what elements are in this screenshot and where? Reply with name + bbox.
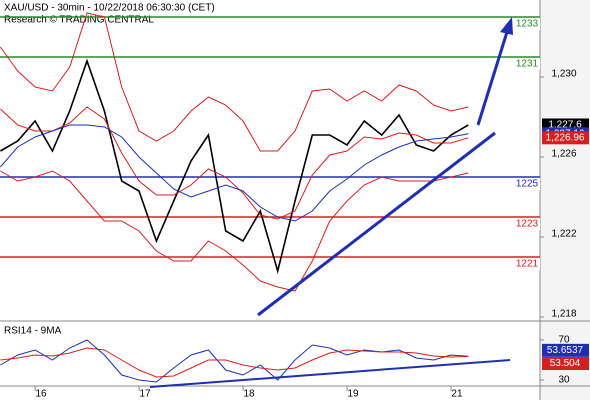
rsi-tick-label: 70 [558, 335, 570, 346]
rsi-tag-label: 53.504 [550, 358, 581, 369]
price-axis-strip [540, 0, 590, 400]
x-tick-label: 17 [139, 389, 151, 400]
level-label: 1225 [516, 179, 539, 190]
indicator-line [0, 12, 469, 152]
trend-line [257, 131, 496, 317]
level-label-box [513, 58, 540, 70]
price-tag-label: 1,226.96 [546, 132, 585, 143]
rsi-tag [542, 343, 589, 357]
rsi-tag [542, 356, 589, 370]
level-label: 1221 [516, 259, 539, 270]
indicator-line [0, 124, 469, 222]
indicator-line [0, 170, 469, 292]
y-tick-label: 1,222 [551, 229, 576, 240]
level-label-box [513, 218, 540, 230]
rsi-tick-label: 30 [558, 375, 570, 386]
rsi-line [0, 347, 469, 378]
level-label: 1223 [516, 219, 539, 230]
level-label-box [513, 18, 540, 30]
rsi-title: RSI14 - 9MA [4, 326, 62, 337]
x-tick-label: 21 [451, 389, 463, 400]
rsi-tag-label: 53.6537 [547, 345, 584, 356]
y-tick-label: 1,230 [551, 69, 576, 80]
level-label: 1231 [516, 59, 539, 70]
arrow-head [500, 17, 513, 35]
x-tick-label: 16 [35, 389, 47, 400]
price-line [0, 58, 469, 275]
x-tick-label: 18 [243, 389, 255, 400]
y-tick-label: 1,226 [551, 149, 576, 160]
indicator-line [0, 106, 469, 220]
level-label: 1233 [516, 19, 539, 30]
price-tag-label: 1,227.6 [548, 120, 582, 131]
y-tick-label: 1,218 [551, 309, 576, 320]
rsi-line [0, 339, 469, 383]
forecast-arrow [476, 31, 509, 126]
level-label-box [513, 178, 540, 190]
level-label-box [513, 258, 540, 270]
price-tag [542, 131, 589, 145]
chart-title: XAU/USD - 30min - 10/22/2018 06:30:30 (C… [4, 3, 215, 14]
x-tick-label: 19 [347, 389, 359, 400]
chart-subtitle: Research © TRADING CENTRAL [4, 15, 154, 26]
rsi-trend-line [149, 359, 511, 388]
